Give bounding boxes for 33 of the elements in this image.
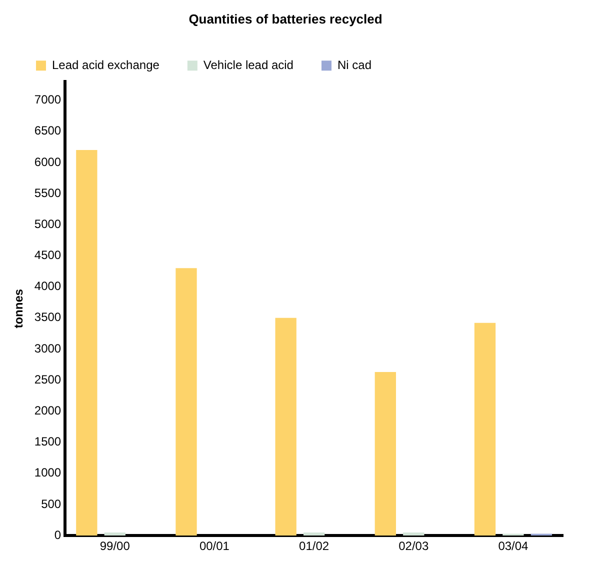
bar	[474, 322, 496, 536]
y-tick-label: 1000	[34, 466, 62, 480]
legend-label: Vehicle lead acid	[203, 58, 294, 72]
y-tick-label: 0	[54, 528, 62, 542]
y-tick-label: 2500	[34, 372, 62, 386]
y-tick-label: 3500	[34, 310, 62, 324]
bar	[275, 318, 296, 536]
y-tick-label: 2000	[34, 404, 62, 418]
y-tick-label: 5000	[34, 216, 62, 231]
y-tick-label: 6000	[34, 154, 62, 169]
bar	[403, 532, 424, 536]
bar	[374, 372, 396, 536]
y-tick-label: 3000	[34, 341, 62, 356]
y-axis-title: tonnes	[12, 288, 26, 328]
chart-title: Quantities of batteries recycled	[188, 11, 382, 26]
bar	[104, 532, 126, 536]
bar	[303, 532, 325, 536]
y-tick-label: 500	[41, 496, 62, 511]
bar	[76, 150, 98, 536]
x-tick-label: 03/04	[498, 539, 529, 554]
y-tick-label: 4500	[34, 248, 62, 262]
legend-label: Ni cad	[337, 58, 372, 72]
x-tick-label: 00/01	[199, 539, 230, 554]
legend-label: Lead acid exchange	[52, 58, 160, 72]
x-tick-label: 02/03	[398, 539, 429, 554]
bar	[176, 268, 197, 536]
x-tick-label: 99/00	[100, 539, 130, 554]
y-tick-label: 6500	[34, 124, 62, 138]
y-tick-label: 4000	[34, 279, 62, 294]
y-tick-label: 7000	[34, 92, 62, 107]
x-tick-label: 01/02	[299, 539, 330, 554]
y-tick-label: 1500	[34, 434, 62, 449]
y-tick-label: 5500	[34, 186, 62, 200]
